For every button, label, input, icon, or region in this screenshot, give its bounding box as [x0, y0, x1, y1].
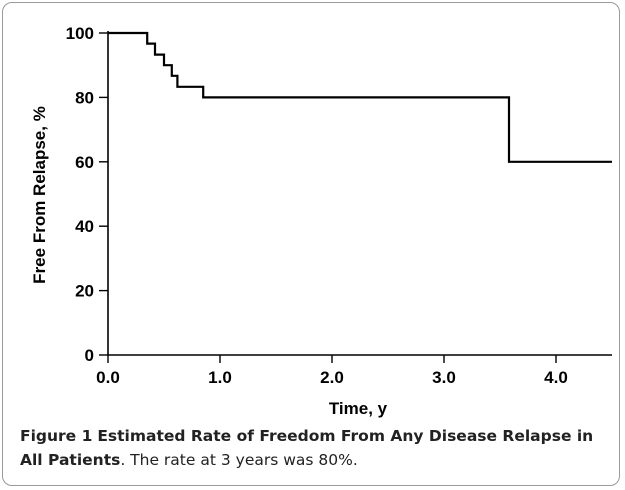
- x-axis-title: Time, y: [329, 399, 388, 418]
- axes: [107, 31, 612, 356]
- y-tick-label: 60: [75, 153, 94, 172]
- figure-frame: [2, 2, 620, 486]
- ticks: 0 20 40 60 80 100 0.0 1.0 2.0 3.0 4.0: [66, 24, 568, 387]
- x-tick-label: 0.0: [96, 368, 120, 387]
- x-tick-label: 2.0: [320, 368, 344, 387]
- chart: 0 20 40 60 80 100 0.0 1.0 2.0 3.0 4.0 Time, y Free…: [30, 24, 612, 418]
- caption-label: Figure 1: [20, 427, 93, 445]
- y-tick-label: 0: [85, 346, 94, 365]
- x-tick-label: 3.0: [432, 368, 456, 387]
- survival-curve: [108, 31, 612, 163]
- y-tick-label: 40: [75, 217, 94, 236]
- y-tick-label: 80: [75, 88, 94, 107]
- caption-text: . The rate at 3 years was 80%.: [120, 451, 358, 469]
- y-axis-title: Free From Relapse, %: [30, 106, 49, 284]
- y-tick-label: 20: [75, 282, 94, 301]
- y-tick-label: 100: [66, 24, 94, 43]
- caption-title: Estimated Rate of Freedom From Any Disea…: [20, 427, 594, 469]
- figure-caption: Figure 1 Estimated Rate of Freedom From …: [20, 424, 610, 472]
- x-tick-label: 1.0: [208, 368, 232, 387]
- x-tick-label: 4.0: [544, 368, 568, 387]
